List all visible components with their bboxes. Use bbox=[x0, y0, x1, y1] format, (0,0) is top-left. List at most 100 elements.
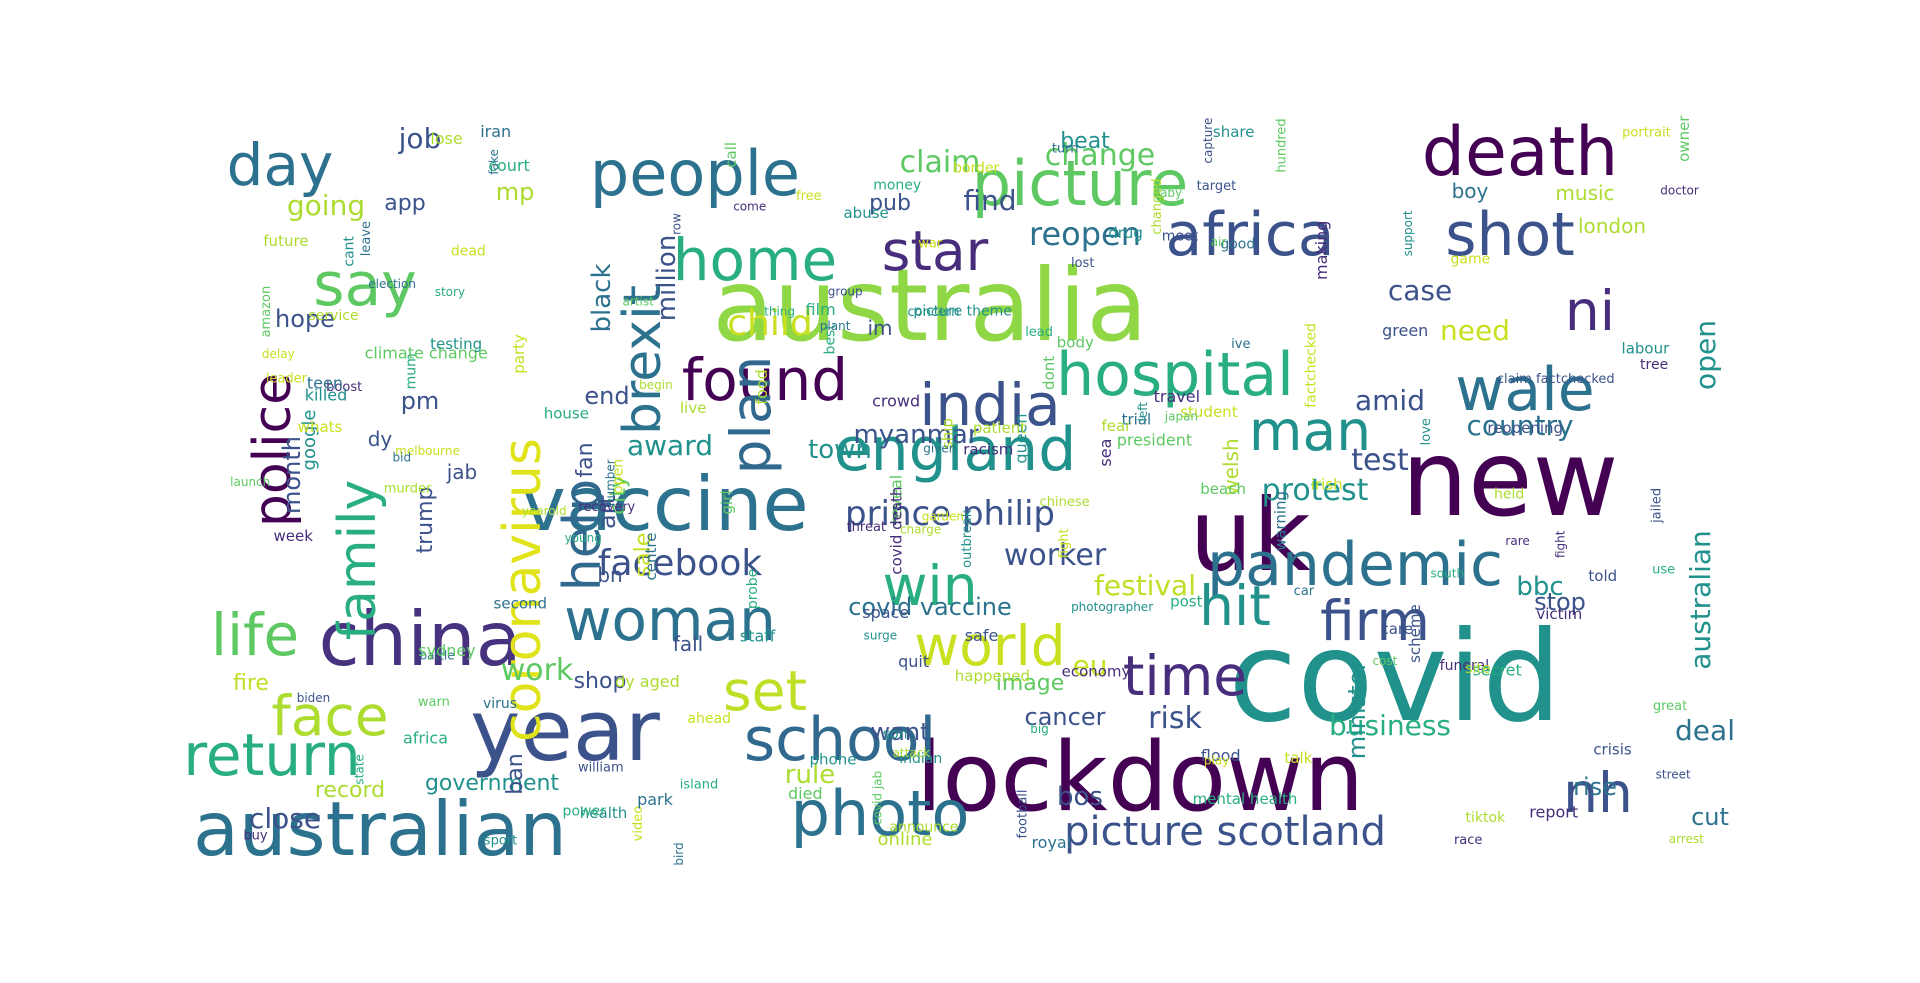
cloud-word: man bbox=[1249, 399, 1371, 463]
cloud-word: child bbox=[727, 303, 812, 344]
cloud-word: world bbox=[914, 614, 1065, 678]
cloud-word-small: street bbox=[1656, 767, 1691, 781]
cloud-word-small: lead bbox=[1025, 325, 1053, 340]
cloud-word-small: testing bbox=[430, 335, 482, 353]
cloud-word-small: travel bbox=[1154, 387, 1200, 406]
cloud-word: online bbox=[878, 829, 933, 850]
cloud-word: prince philip bbox=[845, 494, 1055, 534]
cloud-word-small: labour bbox=[1622, 340, 1671, 358]
cloud-word-small: murder bbox=[384, 481, 432, 496]
cloud-word-small: son bbox=[883, 727, 908, 743]
cloud-word-small: cant bbox=[342, 235, 358, 266]
cloud-word-small: picture theme bbox=[913, 304, 1012, 320]
cloud-word: hope bbox=[275, 305, 335, 333]
cloud-word-small: lose bbox=[430, 129, 462, 148]
cloud-word-small: abuse bbox=[843, 204, 888, 222]
cloud-word-small: race bbox=[1454, 833, 1482, 848]
cloud-word: shop bbox=[574, 669, 627, 694]
cloud-word-small: car bbox=[1294, 584, 1315, 599]
cloud-word-small: tree bbox=[1640, 357, 1668, 373]
cloud-word-small: dead bbox=[451, 244, 486, 260]
cloud-word-small: money bbox=[873, 177, 921, 193]
cloud-word-small: food bbox=[752, 369, 771, 404]
cloud-word-small: great bbox=[1653, 699, 1687, 714]
cloud-word-small: game bbox=[1451, 251, 1491, 267]
cloud-word-small: big bbox=[1030, 722, 1049, 736]
cloud-word-small: care bbox=[1380, 620, 1413, 638]
cloud-word: found bbox=[682, 346, 848, 414]
cloud-word: find bbox=[963, 184, 1016, 217]
cloud-word-small: changed bbox=[1150, 179, 1165, 235]
cloud-word-small: scheme bbox=[1406, 604, 1424, 663]
cloud-word-small: fight bbox=[1057, 528, 1072, 558]
cloud-word-small: open bbox=[611, 459, 627, 494]
cloud-word: face bbox=[271, 684, 388, 748]
cloud-word-small: left bbox=[1136, 402, 1150, 422]
cloud-word: open bbox=[1689, 320, 1722, 390]
cloud-word-small: island bbox=[680, 778, 718, 793]
cloud-word-small: making bbox=[1312, 221, 1331, 280]
cloud-word-small: buy bbox=[243, 829, 267, 844]
cloud-word: firm bbox=[1320, 589, 1430, 653]
cloud-word: woman bbox=[564, 586, 776, 654]
cloud-word: amid bbox=[1355, 384, 1425, 417]
cloud-word-small: girl bbox=[718, 490, 736, 514]
cloud-word-small: doctor bbox=[1660, 184, 1699, 198]
cloud-word-small: secret bbox=[1472, 661, 1521, 680]
cloud-word-small: space bbox=[862, 603, 909, 622]
cloud-word: case bbox=[1388, 274, 1452, 307]
cloud-word: job bbox=[398, 122, 442, 155]
cloud-word: new bbox=[1401, 418, 1618, 540]
cloud-word: fan bbox=[573, 442, 598, 477]
cloud-word-small: talk bbox=[1284, 749, 1312, 767]
cloud-word-small: beach bbox=[1200, 480, 1246, 498]
cloud-word-small: sydney bbox=[418, 641, 475, 660]
cloud-word: people bbox=[590, 137, 800, 210]
cloud-word: rise bbox=[1573, 773, 1617, 801]
cloud-word-small: second bbox=[494, 594, 548, 612]
cloud-word-small: football bbox=[1015, 789, 1030, 838]
cloud-word: family bbox=[328, 480, 388, 641]
cloud-word: vaccine bbox=[521, 460, 808, 548]
cloud-word-small: covid jab bbox=[870, 771, 884, 825]
cloud-word: sale bbox=[631, 533, 656, 578]
cloud-word-small: dy aged bbox=[615, 672, 680, 691]
cloud-word: win bbox=[882, 554, 977, 618]
cloud-word: africa bbox=[1166, 200, 1335, 270]
cloud-word-small: student bbox=[1180, 403, 1237, 421]
cloud-word-small: trial bbox=[1122, 410, 1152, 428]
cloud-word-small: free bbox=[796, 189, 822, 204]
cloud-word-small: photographer bbox=[1071, 600, 1153, 614]
cloud-word: hit bbox=[1199, 574, 1271, 638]
cloud-word-small: turn bbox=[1052, 141, 1079, 156]
cloud-word-small: health bbox=[580, 804, 627, 822]
cloud-word: dy bbox=[368, 427, 393, 451]
cloud-word-small: told bbox=[1588, 567, 1617, 585]
cloud-word-small: row bbox=[670, 213, 684, 235]
cloud-word: myanmar bbox=[853, 420, 978, 450]
cloud-word-small: economy bbox=[1062, 662, 1131, 680]
cloud-word: life bbox=[211, 601, 299, 669]
cloud-word: festival bbox=[1094, 569, 1196, 602]
cloud-word-small: announce bbox=[889, 819, 958, 835]
cloud-word: black bbox=[587, 263, 617, 332]
cloud-word-small: covid death bbox=[887, 487, 905, 575]
cloud-word-small: number bbox=[604, 459, 618, 506]
cloud-word: cut bbox=[1691, 803, 1729, 831]
cloud-word-small: funeral bbox=[1440, 658, 1490, 674]
cloud-word: hospital bbox=[1056, 340, 1294, 410]
cloud-word-small: war bbox=[918, 237, 943, 252]
cloud-word-small: chinese bbox=[1040, 495, 1090, 510]
cloud-word: pub bbox=[869, 191, 911, 216]
cloud-word: image bbox=[996, 671, 1065, 696]
cloud-word: picture bbox=[972, 147, 1189, 220]
cloud-word: bn bbox=[597, 563, 622, 587]
cloud-word: protest bbox=[1262, 473, 1369, 508]
cloud-word-small: arrest bbox=[1669, 832, 1704, 846]
cloud-word-small: william bbox=[578, 761, 624, 776]
cloud-word: help bbox=[553, 479, 613, 591]
cloud-word: test bbox=[1351, 443, 1409, 478]
cloud-word: city bbox=[606, 475, 631, 515]
cloud-word: fall bbox=[673, 632, 703, 656]
